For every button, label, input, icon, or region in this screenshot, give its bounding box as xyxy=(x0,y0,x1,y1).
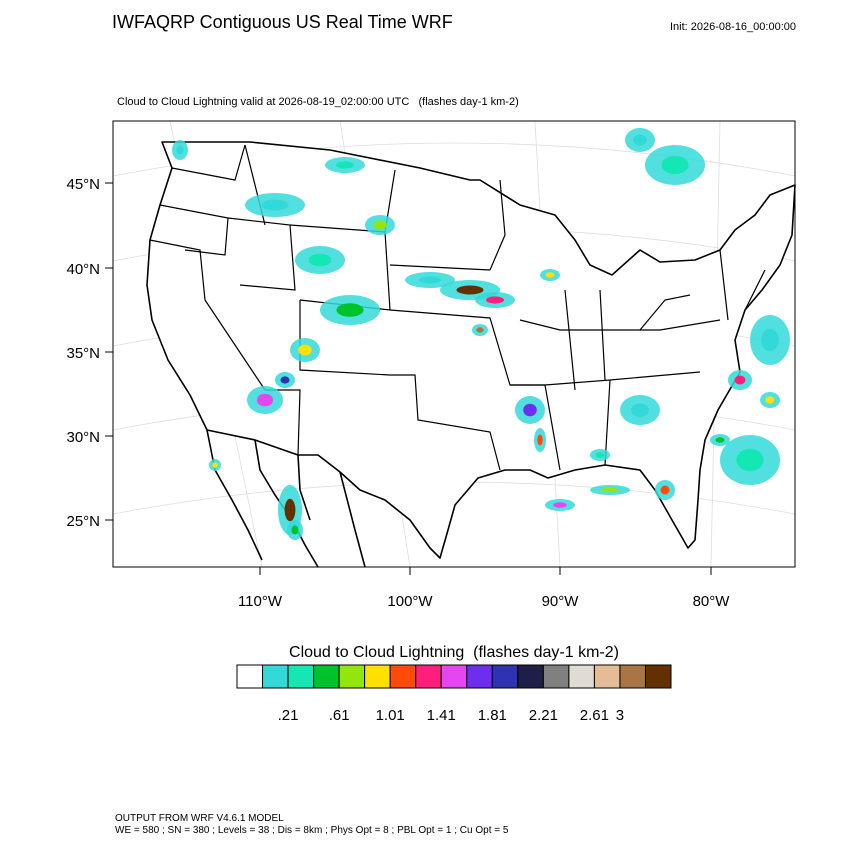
lightning-core xyxy=(736,448,764,472)
lat-label: 25°N xyxy=(66,513,100,530)
colorbar-box xyxy=(644,664,672,689)
init-time: Init: 2026-08-16_00:00:00 xyxy=(670,21,796,33)
colorbar-box xyxy=(491,664,519,689)
lightning-core xyxy=(661,156,689,174)
lightning-core xyxy=(308,253,332,267)
colorbar-box xyxy=(262,664,289,689)
lightning-core xyxy=(765,396,775,404)
footer-line: WE = 580 ; SN = 380 ; Levels = 38 ; Dis … xyxy=(115,825,509,836)
legend-title: Cloud to Cloud Lightning (flashes day-1 … xyxy=(289,644,619,661)
lightning-core xyxy=(537,434,543,446)
lightning-areas xyxy=(172,128,790,540)
lightning-core xyxy=(486,296,504,304)
colorbar: .21 .61 1.01 1.41 1.81 2.21 2.61 3 xyxy=(236,664,672,724)
lightning-core xyxy=(261,199,289,211)
colorbar-label: 2.21 xyxy=(529,707,558,724)
lat-label: 45°N xyxy=(66,176,100,193)
lightning-core xyxy=(633,134,647,146)
footer-line: OUTPUT FROM WRF V4.6.1 MODEL xyxy=(115,813,284,824)
colorbar-label: .61 xyxy=(329,707,350,724)
colorbar-label: 1.01 xyxy=(376,707,405,724)
lon-label: 110°W xyxy=(238,593,283,610)
colorbar-box xyxy=(619,664,646,689)
lightning-core xyxy=(595,452,605,458)
lightning-core xyxy=(212,462,218,468)
map-axes: 45°N 40°N 35°N 30°N 25°N 110°W 100°W 90°W 80°W xyxy=(66,176,730,610)
colorbar-box xyxy=(593,664,621,689)
us-outline xyxy=(146,141,796,559)
lightning-core xyxy=(660,485,670,495)
colorbar-box xyxy=(313,664,340,689)
lightning-core xyxy=(601,487,619,493)
colorbar-label: .21 xyxy=(278,707,299,724)
lightning-core xyxy=(336,303,364,317)
colorbar-box xyxy=(542,664,570,689)
lightning-core xyxy=(298,344,312,356)
subtitle: Cloud to Cloud Lightning valid at 2026-0… xyxy=(117,96,519,108)
colorbar-box xyxy=(415,664,442,689)
lightning-core xyxy=(715,437,725,443)
colorbar-box xyxy=(568,664,595,689)
lightning-core xyxy=(373,220,387,230)
lightning-core xyxy=(476,327,484,333)
lightning-core xyxy=(256,393,274,407)
lightning-core xyxy=(280,376,290,384)
lightning-core xyxy=(761,328,779,352)
lightning-core xyxy=(631,403,649,417)
colorbar-box xyxy=(338,664,366,689)
lightning-core xyxy=(291,525,299,535)
lightning-core xyxy=(176,145,184,155)
lon-label: 80°W xyxy=(693,593,731,610)
lightning-core xyxy=(553,502,567,508)
colorbar-box xyxy=(236,664,264,689)
lat-label: 40°N xyxy=(66,261,100,278)
lightning-core xyxy=(523,403,537,417)
lon-label: 100°W xyxy=(387,593,433,610)
lightning-core xyxy=(734,375,746,385)
colorbar-label: 2.61 xyxy=(580,707,609,724)
colorbar-label: 1.81 xyxy=(478,707,507,724)
lightning-core xyxy=(545,272,555,278)
colorbar-label: 1.41 xyxy=(427,707,456,724)
colorbar-label: 3 xyxy=(616,707,624,724)
colorbar-box xyxy=(389,664,417,689)
lightning-core xyxy=(418,276,442,284)
lightning-core xyxy=(336,161,354,169)
lat-label: 30°N xyxy=(66,429,100,446)
title: IWFAQRP Contiguous US Real Time WRF xyxy=(112,12,453,32)
map-frame xyxy=(112,120,796,568)
colorbar-box xyxy=(440,664,468,689)
colorbar-box xyxy=(466,664,493,689)
lon-label: 90°W xyxy=(542,593,580,610)
lightning-core xyxy=(284,498,296,522)
lat-label: 35°N xyxy=(66,345,100,362)
colorbar-box xyxy=(364,664,391,689)
colorbar-box xyxy=(287,664,315,689)
lightning-core xyxy=(456,285,484,295)
map: 45°N 40°N 35°N 30°N 25°N 110°W 100°W 90°W 80°W xyxy=(66,120,796,610)
colorbar-box xyxy=(517,664,544,689)
